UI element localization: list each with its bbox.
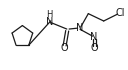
Text: O: O [90, 43, 98, 53]
Text: H: H [46, 10, 52, 19]
Text: O: O [61, 43, 68, 53]
Text: N: N [76, 23, 83, 33]
Text: Cl: Cl [116, 8, 125, 18]
Text: N: N [90, 32, 98, 42]
Text: N: N [46, 17, 53, 27]
